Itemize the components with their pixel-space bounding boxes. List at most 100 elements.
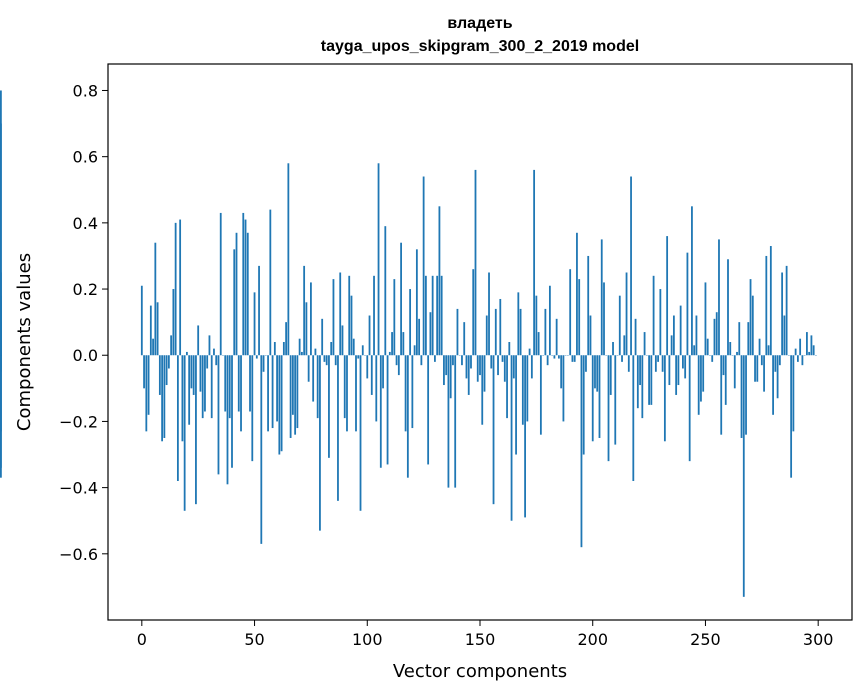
- bar: [260, 355, 263, 544]
- bar: [183, 355, 186, 511]
- bar: [569, 269, 572, 356]
- bar: [555, 318, 558, 356]
- bar: [711, 355, 714, 362]
- bar: [246, 232, 249, 356]
- bar: [688, 355, 691, 462]
- bar: [639, 355, 641, 386]
- bar: [158, 355, 161, 395]
- bar: [186, 351, 188, 356]
- bar: [235, 232, 238, 356]
- bar: [240, 355, 242, 432]
- bar: [447, 355, 450, 488]
- bar: [808, 351, 811, 356]
- bar: [420, 355, 423, 366]
- x-tick-label: 100: [352, 630, 383, 649]
- bar: [438, 206, 441, 356]
- bar: [388, 351, 391, 356]
- bar: [289, 355, 292, 438]
- bar: [623, 335, 626, 356]
- bar: [357, 355, 360, 359]
- bar: [501, 355, 504, 362]
- bar: [700, 355, 702, 402]
- bar: [201, 355, 204, 419]
- bar: [172, 289, 175, 356]
- bar: [663, 355, 666, 442]
- bar: [305, 302, 308, 356]
- bar: [799, 338, 802, 356]
- bar: [537, 332, 540, 356]
- bar: [233, 249, 236, 356]
- bar: [461, 355, 463, 366]
- bar: [312, 355, 315, 402]
- bar: [470, 355, 472, 369]
- bar: [751, 295, 754, 356]
- bar: [149, 305, 152, 356]
- bar: [632, 355, 635, 481]
- bar: [528, 348, 531, 356]
- bar: [679, 305, 682, 356]
- bar: [219, 212, 222, 356]
- bar: [429, 312, 432, 356]
- bar: [481, 355, 484, 425]
- bar: [434, 355, 436, 362]
- bar: [267, 355, 269, 432]
- bar: [715, 312, 718, 356]
- bar: [287, 163, 290, 356]
- bar: [463, 322, 466, 356]
- bar: [147, 355, 150, 415]
- bar: [497, 355, 499, 376]
- bar: [0, 123, 2, 356]
- plot-frame: [107, 63, 853, 621]
- bar: [472, 269, 475, 356]
- bar: [510, 355, 513, 521]
- bar: [733, 355, 736, 389]
- bar: [508, 342, 511, 356]
- bar: [343, 355, 346, 419]
- bar: [686, 252, 689, 356]
- bar: [578, 279, 581, 356]
- bar: [199, 355, 202, 392]
- bar: [397, 355, 400, 376]
- y-tick-label: 0.2: [73, 280, 98, 299]
- bar: [666, 236, 669, 356]
- bar: [512, 355, 515, 379]
- bar: [634, 318, 637, 356]
- bar: [539, 355, 542, 435]
- bar: [368, 315, 371, 356]
- bar: [339, 272, 342, 356]
- bar: [747, 322, 750, 356]
- bar: [456, 308, 459, 356]
- bar: [258, 265, 260, 356]
- bar: [524, 355, 526, 518]
- bar: [321, 318, 324, 356]
- bar: [379, 355, 382, 468]
- bar: [167, 355, 170, 369]
- bar: [783, 315, 786, 356]
- bar: [654, 355, 657, 372]
- bar: [370, 355, 373, 395]
- bar: [165, 355, 168, 386]
- bar: [781, 272, 784, 356]
- bar: [188, 355, 191, 425]
- bar: [443, 355, 445, 386]
- bar: [772, 355, 774, 415]
- bar: [713, 318, 716, 356]
- bar: [348, 275, 351, 356]
- bar: [145, 355, 148, 432]
- bar: [422, 176, 425, 356]
- bar: [406, 355, 409, 478]
- x-tick-label: 0: [137, 630, 147, 649]
- bar: [346, 355, 348, 432]
- x-axis-label: Vector components: [393, 661, 567, 682]
- bar: [576, 232, 578, 356]
- bar: [377, 163, 380, 356]
- bar: [474, 169, 477, 356]
- bar: [636, 355, 639, 409]
- bar: [677, 355, 680, 386]
- bar: [402, 332, 405, 356]
- bar: [600, 239, 603, 356]
- y-axis-ticks: −0.6 −0.4 −0.2 0.0 0.2 0.4 0.6 0.8: [59, 81, 108, 564]
- bar: [618, 295, 621, 356]
- bar: [727, 259, 729, 356]
- bar: [465, 355, 468, 379]
